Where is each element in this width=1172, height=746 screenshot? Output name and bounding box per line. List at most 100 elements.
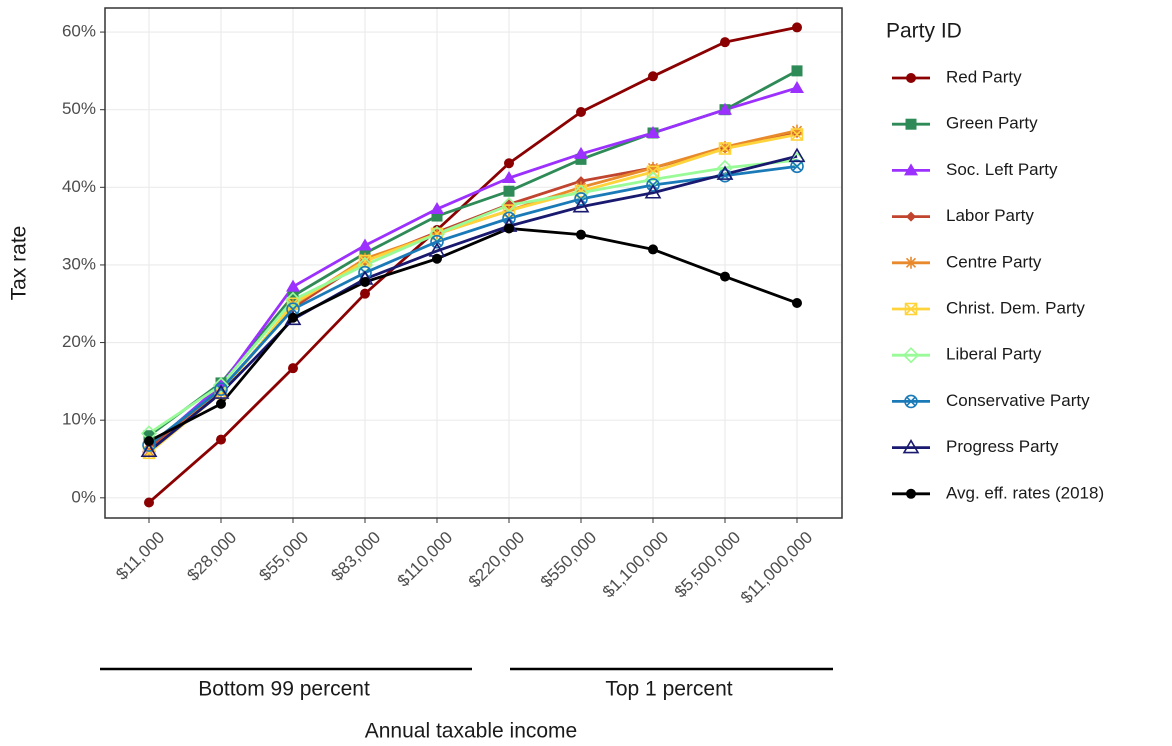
data-point (791, 65, 803, 77)
data-point (790, 80, 804, 93)
data-point (287, 299, 299, 312)
plot-area (105, 8, 842, 518)
marker-shape (288, 304, 298, 314)
marker-shape (144, 436, 154, 447)
legend-label: Labor Party (946, 206, 1034, 225)
legend-marker (904, 394, 918, 409)
data-point (432, 253, 442, 264)
marker-shape (904, 302, 918, 316)
legend-label: Christ. Dem. Party (946, 298, 1085, 317)
series-line (148, 69, 798, 437)
x-tick-label: $1,100,000 (599, 528, 673, 602)
data-point (286, 279, 300, 292)
data-point (790, 128, 804, 141)
data-point (288, 363, 298, 374)
marker-shape (143, 430, 155, 442)
data-point (646, 125, 660, 138)
y-tick-label: 20% (62, 332, 96, 351)
legend-marker (904, 302, 918, 316)
marker-shape (288, 312, 298, 323)
data-point (792, 297, 802, 308)
marker-shape (575, 181, 587, 194)
data-point (574, 146, 588, 159)
marker-shape (140, 442, 158, 458)
data-point (718, 102, 732, 115)
marker-shape (430, 234, 444, 249)
marker-shape (902, 439, 920, 454)
marker-shape (358, 238, 372, 251)
data-point (720, 271, 730, 282)
marker-shape (432, 236, 442, 247)
marker-shape (358, 254, 372, 268)
data-point (648, 71, 658, 82)
x-tick-label: $220,000 (465, 528, 529, 592)
data-point (788, 147, 806, 163)
series-line (148, 86, 798, 449)
x-tick-label: $28,000 (183, 528, 240, 585)
marker-shape (502, 204, 516, 217)
marker-shape (788, 147, 806, 163)
data-point (502, 171, 516, 183)
marker-shape (574, 146, 588, 159)
series-line (148, 26, 798, 504)
marker-shape (906, 211, 916, 222)
marker-shape (575, 153, 587, 165)
data-point (504, 223, 514, 234)
marker-shape (720, 271, 730, 282)
data-point (216, 434, 226, 445)
data-point (716, 165, 734, 180)
data-point (430, 202, 444, 215)
data-point (575, 181, 587, 194)
data-point (792, 22, 802, 33)
legend-marker (905, 118, 917, 130)
legend-label: Red Party (946, 67, 1022, 86)
marker-shape (646, 178, 660, 192)
marker-shape (212, 384, 230, 399)
marker-shape (431, 210, 443, 222)
marker-shape (792, 161, 802, 172)
data-point (718, 142, 732, 155)
x-axis-title: Annual taxable income (365, 720, 577, 743)
marker-shape (718, 142, 732, 155)
marker-shape (904, 394, 918, 409)
marker-shape (286, 279, 300, 292)
marker-shape (718, 142, 732, 155)
marker-shape (792, 22, 802, 33)
x-tick-label: $83,000 (327, 528, 384, 585)
marker-shape (905, 256, 917, 269)
series-line (148, 164, 798, 447)
legend-marker (902, 439, 920, 454)
legend-label: Green Party (946, 114, 1038, 133)
data-point (144, 436, 154, 447)
data-point (140, 442, 158, 458)
legend-marker (904, 163, 918, 176)
data-point (720, 37, 730, 48)
marker-shape (216, 398, 226, 409)
data-point (576, 176, 586, 187)
marker-shape (576, 107, 586, 118)
x-tick-label: $5,500,000 (671, 528, 745, 602)
y-tick-label: 10% (62, 410, 96, 429)
marker-shape (791, 124, 803, 137)
y-tick-label: 50% (62, 99, 96, 118)
marker-shape (648, 244, 658, 255)
marker-shape (647, 161, 659, 174)
data-point (360, 277, 370, 288)
marker-shape (144, 497, 154, 508)
data-point (575, 153, 587, 165)
marker-shape (284, 291, 302, 309)
data-point (719, 140, 731, 153)
y-axis-title: Tax rate (8, 226, 31, 301)
marker-shape (902, 347, 920, 364)
marker-shape (432, 253, 442, 264)
marker-shape (719, 140, 731, 153)
marker-shape (790, 159, 804, 174)
marker-shape (430, 227, 444, 241)
marker-shape (504, 223, 514, 234)
data-point (647, 161, 659, 174)
legend-label: Liberal Party (946, 345, 1042, 364)
data-point (791, 124, 803, 137)
marker-shape (648, 71, 658, 82)
marker-shape (718, 168, 732, 183)
